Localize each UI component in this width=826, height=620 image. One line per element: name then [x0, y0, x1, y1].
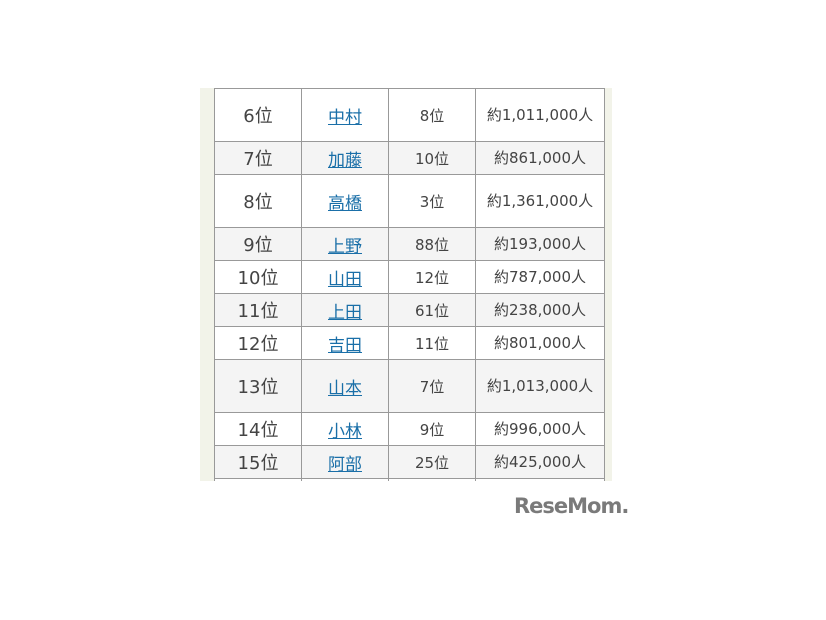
- surname-link[interactable]: 上野: [328, 236, 362, 257]
- surname-ranking-table: 6位 中村 8位 約1,011,000人 7位 加藤 10位 約861,000人 8…: [214, 88, 605, 481]
- surname-link[interactable]: 上田: [328, 302, 362, 323]
- previous-rank-cell: 7位: [388, 359, 476, 413]
- population-cell: 約1,011,000人: [475, 88, 605, 142]
- table-row: 14位 小林 9位 約996,000人: [214, 412, 605, 446]
- population-cell: 約801,000人: [475, 326, 605, 360]
- table-row: 6位 中村 8位 約1,011,000人: [214, 88, 605, 142]
- rank-cell: 14位: [214, 412, 302, 446]
- table-row: 8位 高橋 3位 約1,361,000人: [214, 174, 605, 228]
- table-row: 11位 上田 61位 約238,000人: [214, 293, 605, 327]
- table-row: 13位 山本 7位 約1,013,000人: [214, 359, 605, 413]
- previous-rank-cell: 88位: [388, 227, 476, 261]
- surname-link[interactable]: 山本: [328, 378, 362, 399]
- previous-rank-cell: 61位: [388, 293, 476, 327]
- name-cell: 中村: [301, 88, 389, 142]
- previous-rank-cell: 8位: [388, 88, 476, 142]
- rank-cell: 7位: [214, 141, 302, 175]
- surname-link[interactable]: 阿部: [328, 454, 362, 475]
- population-cell: 約1,361,000人: [475, 174, 605, 228]
- surname-link[interactable]: 加藤: [328, 150, 362, 171]
- previous-rank-cell: 12位: [388, 260, 476, 294]
- rank-cell: 9位: [214, 227, 302, 261]
- rank-cell: 8位: [214, 174, 302, 228]
- population-cell: 約861,000人: [475, 141, 605, 175]
- name-cell: 山田: [301, 260, 389, 294]
- previous-rank-cell: 9位: [388, 412, 476, 446]
- population-cell: 約1,013,000人: [475, 359, 605, 413]
- previous-rank-cell: 10位: [388, 141, 476, 175]
- table-row: 10位 山田 12位 約787,000人: [214, 260, 605, 294]
- previous-rank-cell: 3位: [388, 174, 476, 228]
- previous-rank-cell: 11位: [388, 326, 476, 360]
- name-cell: 加藤: [301, 141, 389, 175]
- rank-cell: 11位: [214, 293, 302, 327]
- previous-rank-cell: 25位: [388, 445, 476, 479]
- name-cell: 上野: [301, 227, 389, 261]
- name-cell: 吉田: [301, 326, 389, 360]
- rank-cell: 15位: [214, 445, 302, 479]
- population-cell: 約238,000人: [475, 293, 605, 327]
- rank-cell: 6位: [214, 88, 302, 142]
- resemom-logo: ReseMom.: [514, 494, 629, 518]
- name-cell: 小林: [301, 412, 389, 446]
- population-cell: 約996,000人: [475, 412, 605, 446]
- rank-cell: 10位: [214, 260, 302, 294]
- table-row: 12位 吉田 11位 約801,000人: [214, 326, 605, 360]
- surname-link[interactable]: 高橋: [328, 193, 362, 214]
- surname-link[interactable]: 小林: [328, 421, 362, 442]
- rank-cell: 13位: [214, 359, 302, 413]
- table-row: 9位 上野 88位 約193,000人: [214, 227, 605, 261]
- population-cell: 約787,000人: [475, 260, 605, 294]
- population-cell: 約425,000人: [475, 445, 605, 479]
- table-row: 15位 阿部 25位 約425,000人: [214, 445, 605, 479]
- rank-cell: 12位: [214, 326, 302, 360]
- name-cell: 上田: [301, 293, 389, 327]
- population-cell: 約193,000人: [475, 227, 605, 261]
- name-cell: 高橋: [301, 174, 389, 228]
- surname-link[interactable]: 吉田: [328, 335, 362, 356]
- ranking-panel: 6位 中村 8位 約1,011,000人 7位 加藤 10位 約861,000人 8…: [200, 88, 612, 481]
- surname-link[interactable]: 中村: [328, 107, 362, 128]
- table-row: 7位 加藤 10位 約861,000人: [214, 141, 605, 175]
- name-cell: 山本: [301, 359, 389, 413]
- table-row-partial: [214, 478, 605, 481]
- surname-link[interactable]: 山田: [328, 269, 362, 290]
- name-cell: 阿部: [301, 445, 389, 479]
